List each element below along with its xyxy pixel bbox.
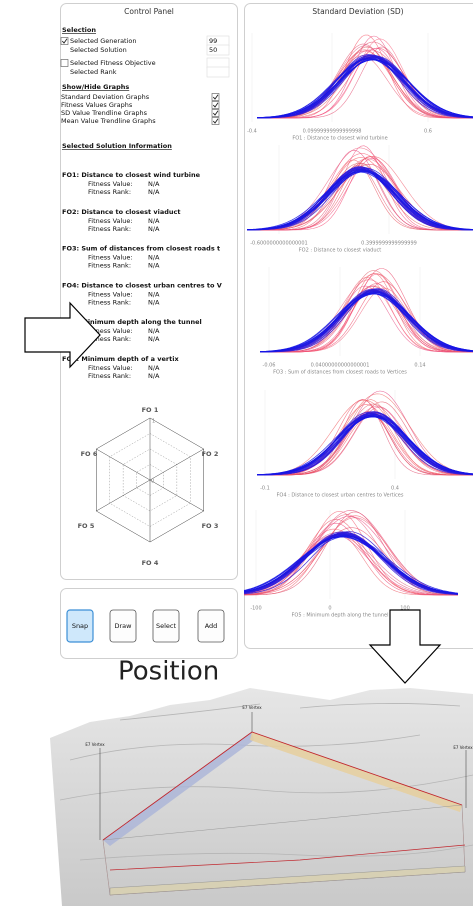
tick-label: 0.6 <box>424 129 432 135</box>
tick-label: -0.6000000000000001 <box>250 241 307 247</box>
input-value: 50 <box>209 46 217 54</box>
checkbox[interactable] <box>212 118 219 125</box>
fitness-value-label: Fitness Value: <box>88 254 133 262</box>
fitness-value-label: Fitness Value: <box>88 217 133 225</box>
section-heading: Show/Hide Graphs <box>62 83 129 91</box>
panel-title: Standard Deviation (SD) <box>312 7 403 16</box>
tick-label: -100 <box>250 606 261 612</box>
field-label: Selected Fitness Objective <box>70 59 156 67</box>
graph-toggle-label: Fitness Values Graphs <box>61 101 133 109</box>
tick-label: 0.09999999999999998 <box>303 129 362 135</box>
input-box[interactable] <box>207 67 229 77</box>
tool-button-label[interactable]: Snap <box>72 622 88 630</box>
fitness-rank: N/A <box>148 372 160 380</box>
fitness-value-label: Fitness Value: <box>88 290 133 298</box>
radar-axis-label: FO 2 <box>202 450 219 458</box>
tick-label: 0.4 <box>391 486 399 492</box>
fitness-value: N/A <box>148 254 160 262</box>
radar-min-label: 0 <box>151 479 154 485</box>
vertex-label: E7 Vertex <box>453 745 473 750</box>
radar-axis-label: FO 4 <box>142 559 159 567</box>
fitness-value: N/A <box>148 290 160 298</box>
fitness-value: N/A <box>148 217 160 225</box>
checkbox[interactable] <box>61 38 68 45</box>
panel-title: Control Panel <box>124 7 174 16</box>
fitness-rank-label: Fitness Rank: <box>88 372 131 380</box>
objective-title: FO2: Distance to closest viaduct <box>62 208 180 216</box>
tick-label: 0.14 <box>414 363 425 369</box>
page: Control Panel Selection Selected Generatio… <box>0 0 473 906</box>
radar-axis-label: FO 6 <box>81 450 98 458</box>
fitness-rank: N/A <box>148 262 160 270</box>
section-heading: Selected Solution Information <box>62 142 172 150</box>
fitness-rank-label: Fitness Rank: <box>88 262 131 270</box>
fitness-rank-label: Fitness Rank: <box>88 298 131 306</box>
fitness-value-label: Fitness Value: <box>88 364 133 372</box>
terrain-view: E7 Vertex E7 Vertex E7 Vertex <box>50 688 473 906</box>
tick-label: -0.4 <box>247 129 257 135</box>
fitness-rank: N/A <box>148 225 160 233</box>
tool-button-label[interactable]: Select <box>156 622 177 630</box>
screen: Control Panel Selection Selected Generatio… <box>0 0 473 906</box>
tick-label: -0.06 <box>263 363 276 369</box>
tick-label: -0.1 <box>260 486 270 492</box>
tick-label: 0.3999999999999999 <box>361 241 417 247</box>
fitness-rank-label: Fitness Rank: <box>88 188 131 196</box>
graph-toggle-label: Standard Deviation Graphs <box>61 93 150 101</box>
graph-toggle-label: Mean Value Trendline Graphs <box>61 117 156 125</box>
checkbox[interactable] <box>212 94 219 101</box>
tick-label: 0.04000000000000001 <box>311 363 370 369</box>
tool-button-label[interactable]: Draw <box>115 622 133 630</box>
checkbox[interactable] <box>61 60 68 67</box>
objective-title: FO3: Sum of distances from closest roads… <box>62 245 220 253</box>
radar-axis-label: FO 1 <box>142 406 159 414</box>
vertex-label: E7 Vertex <box>242 705 262 710</box>
field-label: Selected Solution <box>70 46 127 54</box>
radar-max-label: 1 <box>152 419 155 425</box>
fitness-rank: N/A <box>148 335 160 343</box>
fitness-value-label: Fitness Value: <box>88 180 133 188</box>
field-label: Selected Generation <box>70 37 137 45</box>
tool-button-label[interactable]: Add <box>205 622 218 630</box>
tick-label: 0 <box>328 606 331 612</box>
fitness-value: N/A <box>148 327 160 335</box>
fitness-rank-label: Fitness Rank: <box>88 225 131 233</box>
objective-title: FO4: Distance to closest urban centres t… <box>62 281 222 289</box>
graph-caption: FO2 : Distance to closest viaduct <box>299 248 381 254</box>
section-heading: Selection <box>62 26 96 34</box>
field-label: Selected Rank <box>70 68 117 76</box>
checkbox[interactable] <box>212 102 219 109</box>
graph-toggle-label: SD Value Trendline Graphs <box>61 109 148 117</box>
graph-caption: FO3 : Sum of distances from closest road… <box>273 370 407 376</box>
fitness-rank: N/A <box>148 298 160 306</box>
graph-caption: FO1 : Distance to closest wind turbine <box>292 136 387 142</box>
radar-axis-label: FO 5 <box>78 522 95 530</box>
objective-title: FO1: Distance to closest wind turbine <box>62 171 201 179</box>
input-value: 99 <box>209 37 217 45</box>
checkbox[interactable] <box>212 110 219 117</box>
radar-axis-label: FO 3 <box>202 522 219 530</box>
fitness-value: N/A <box>148 364 160 372</box>
graph-caption: FO4 : Distance to closest urban centres … <box>277 493 404 499</box>
view-title: Position <box>118 657 219 687</box>
input-box[interactable] <box>207 58 229 68</box>
fitness-value: N/A <box>148 180 160 188</box>
graph-caption: FO5 : Minimum depth along the tunnel <box>292 613 389 619</box>
fitness-rank: N/A <box>148 188 160 196</box>
vertex-label: E7 Vertex <box>85 742 105 747</box>
